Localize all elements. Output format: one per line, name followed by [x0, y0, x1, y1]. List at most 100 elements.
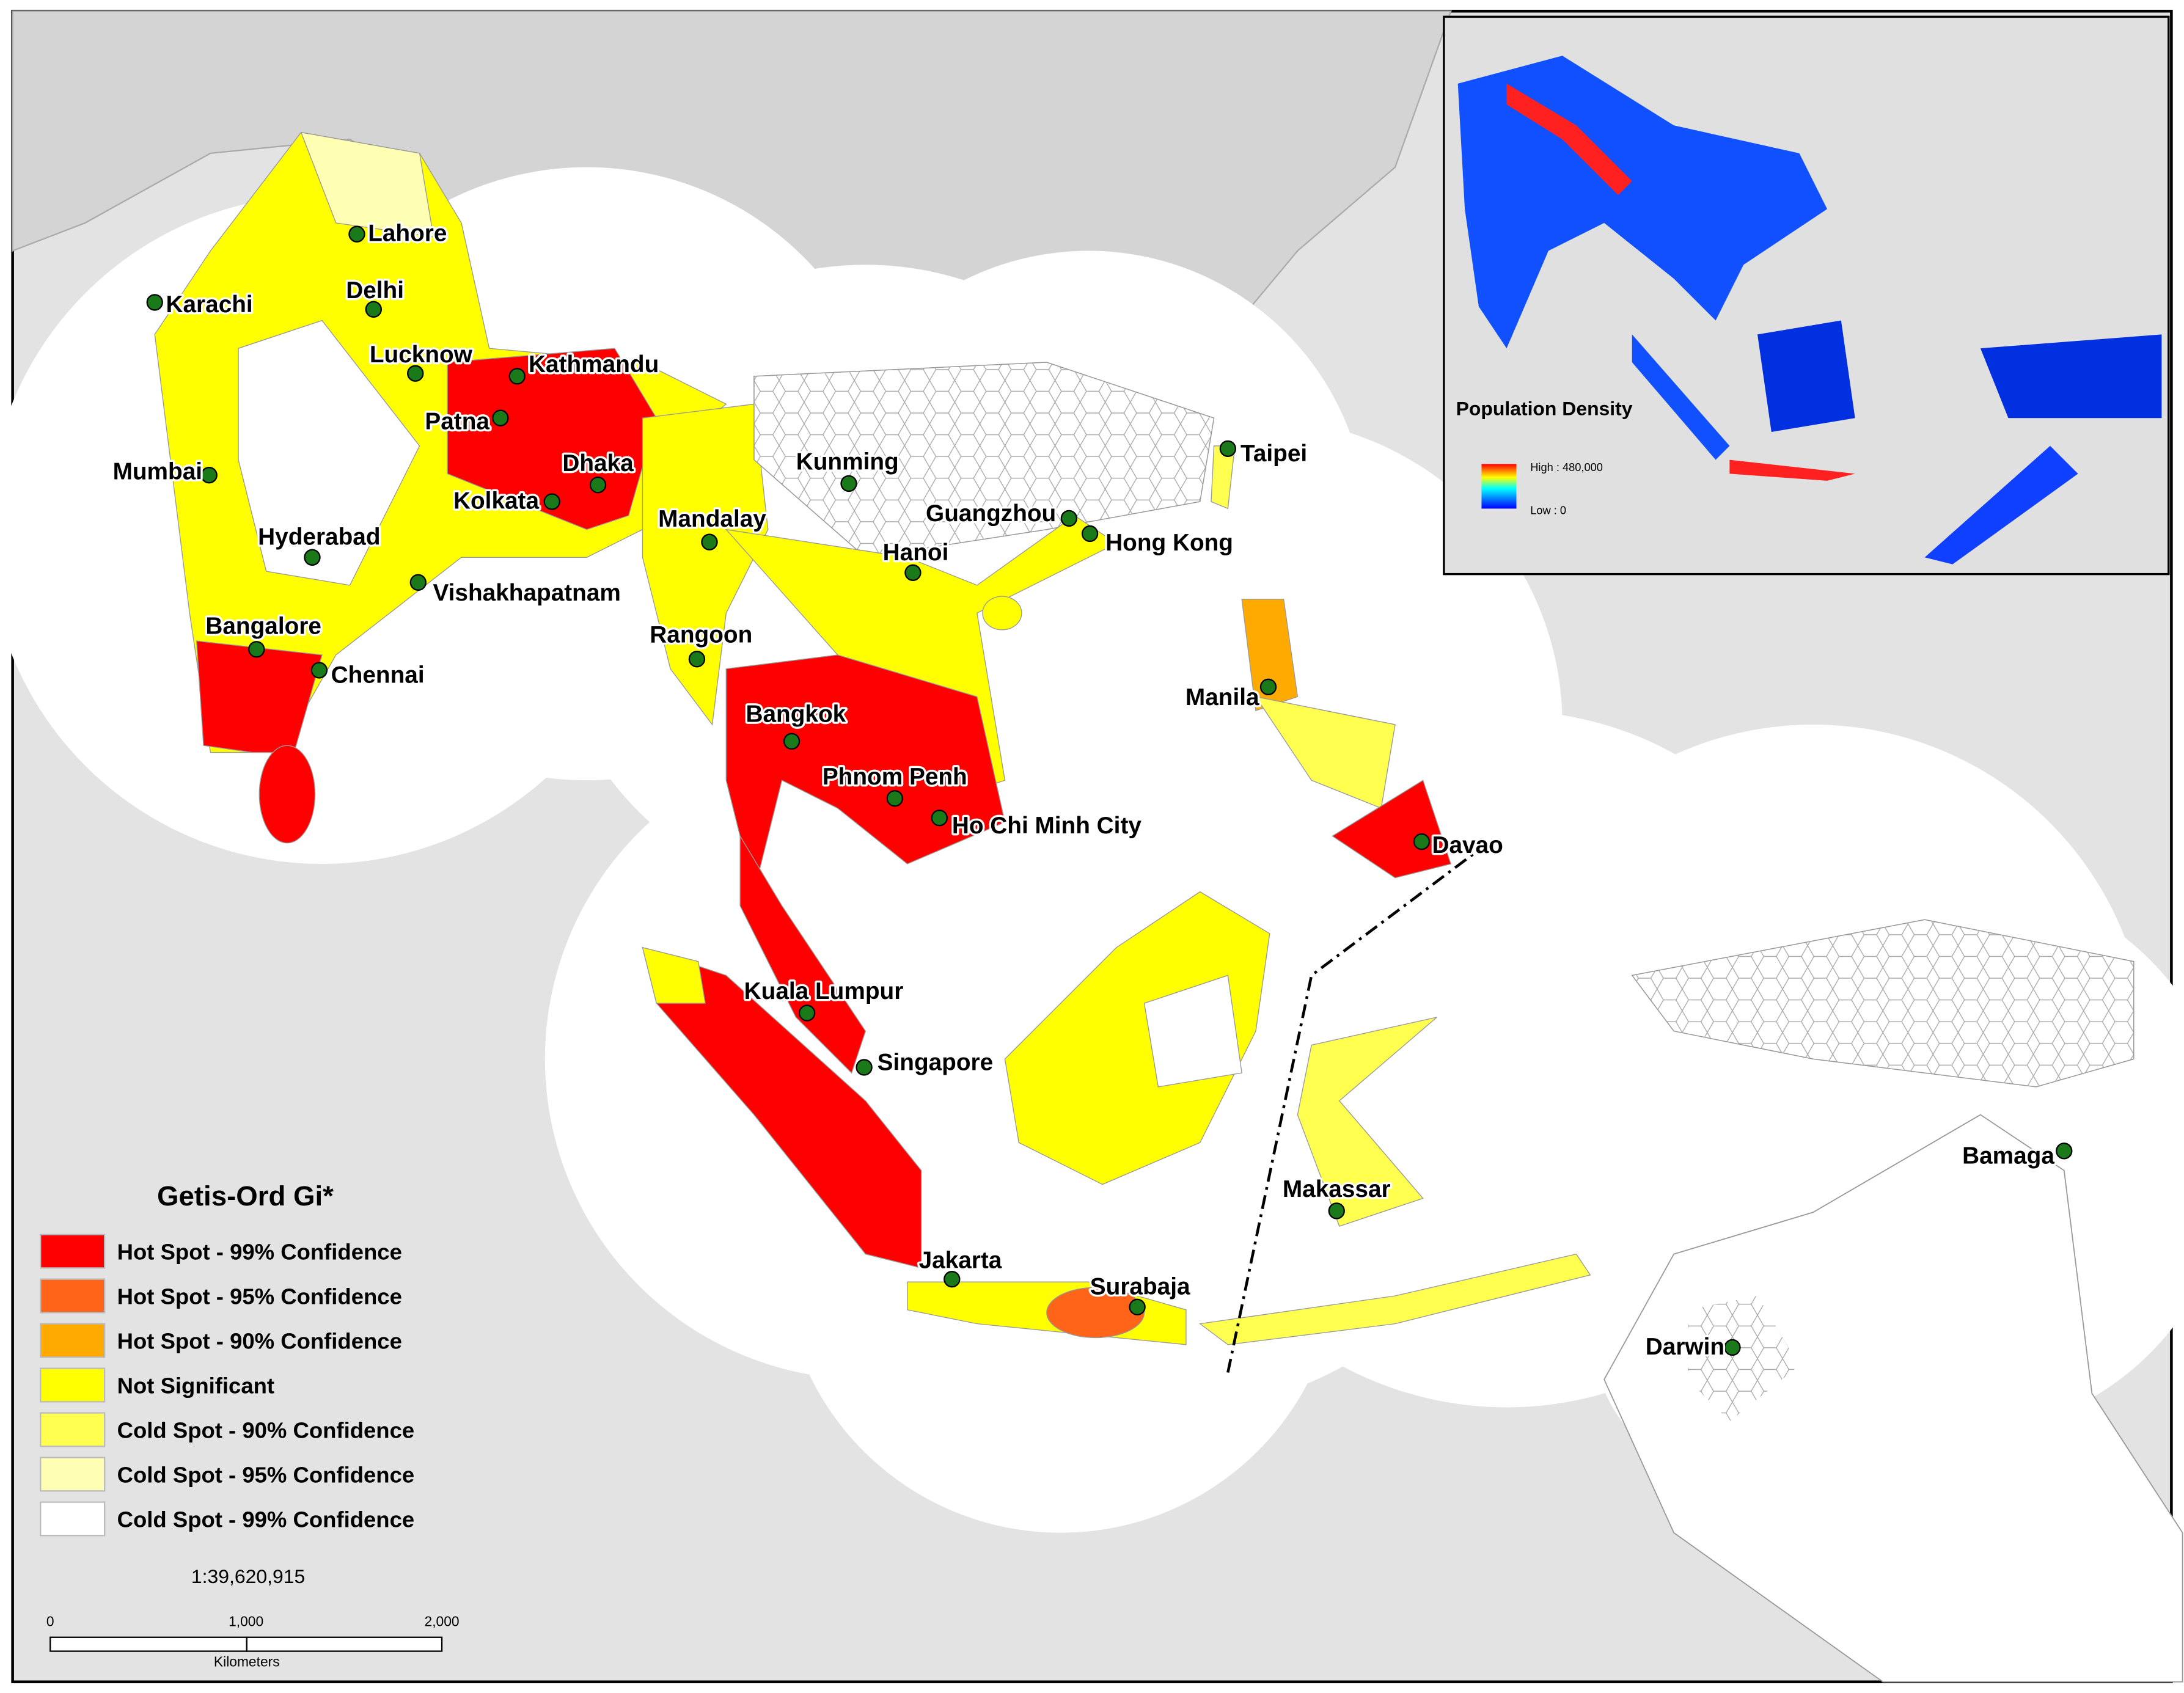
city-marker: [1081, 525, 1099, 543]
city-label: Manila: [1185, 684, 1259, 711]
inset-title: Population Density: [1456, 398, 1633, 420]
scale-tick-label: 2,000: [425, 1614, 460, 1629]
city-marker: [304, 549, 321, 566]
city-label: Surabaja: [1090, 1274, 1190, 1300]
legend-label: Cold Spot - 90% Confidence: [117, 1418, 414, 1443]
inset-density: [1632, 334, 1730, 460]
city-marker: [931, 810, 948, 827]
legend-swatch: [40, 1457, 106, 1492]
city-marker: [798, 1004, 816, 1022]
city-label: Kathmandu: [529, 351, 659, 378]
city-marker: [688, 651, 706, 668]
inset-density: [1729, 459, 1855, 481]
city-label: Dhaka: [562, 450, 634, 477]
city-marker: [310, 662, 328, 679]
city-marker: [365, 301, 383, 318]
city-label: Darwin: [1646, 1334, 1724, 1360]
city-label: Hyderabad: [258, 524, 380, 550]
city-marker: [886, 790, 903, 807]
legend-label: Hot Spot - 95% Confidence: [117, 1284, 402, 1309]
legend-swatch: [40, 1278, 106, 1314]
city-marker: [543, 493, 560, 510]
city-marker: [1328, 1202, 1345, 1219]
legend-label: Hot Spot - 99% Confidence: [117, 1240, 402, 1265]
city-marker: [783, 733, 801, 750]
city-marker: [2056, 1143, 2073, 1160]
city-marker: [1060, 510, 1078, 527]
city-marker: [348, 225, 365, 243]
city-label: Ho Chi Minh City: [952, 813, 1142, 839]
city-label: Kuala Lumpur: [744, 978, 904, 1004]
inset-high: High : 480,000: [1530, 461, 1603, 474]
inset-density: [1506, 83, 1632, 196]
city-marker: [409, 574, 427, 591]
city-label: Rangoon: [650, 621, 752, 648]
legend-label: Cold Spot - 95% Confidence: [117, 1463, 414, 1488]
city-label: Kolkata: [453, 488, 539, 514]
city-label: Mandalay: [658, 506, 766, 532]
australia: [1603, 1114, 2183, 1683]
inset: Population Density High : 480,000 Low : …: [1443, 15, 2170, 576]
scale-tick-label: 1,000: [229, 1614, 263, 1629]
city-marker: [508, 368, 526, 385]
city-marker: [407, 365, 424, 382]
legend-swatch: [40, 1234, 106, 1269]
legend-swatch: [40, 1323, 106, 1358]
scale-ratio: 1:39,620,915: [191, 1565, 305, 1587]
hex-cold: [1687, 1296, 1800, 1422]
city-label: Lucknow: [370, 342, 473, 368]
legend-label: Cold Spot - 99% Confidence: [117, 1507, 414, 1532]
city-label: Bangalore: [205, 613, 321, 640]
legend-label: Not Significant: [117, 1373, 274, 1399]
legend-swatch: [40, 1367, 106, 1403]
city-label: Vishakhapatnam: [433, 580, 620, 606]
cities: Lahore Karachi Delhi Lucknow Kathmandu Patna D…: [111, 218, 2073, 1362]
city-label: Davao: [1432, 832, 1503, 858]
inset-density: [1980, 334, 2162, 419]
scale-unit: Kilometers: [214, 1654, 280, 1670]
city-label: Guangzhou: [926, 500, 1056, 527]
city-label: Hanoi: [883, 539, 949, 566]
city-marker: [944, 1270, 961, 1288]
city-marker: [1129, 1298, 1146, 1315]
city-marker: [1724, 1339, 1741, 1356]
city-label: Phnom Penh: [823, 764, 967, 790]
city-label: Taipei: [1240, 441, 1307, 467]
city-marker: [840, 475, 857, 492]
city-marker: [856, 1059, 873, 1076]
city-label: Kunming: [796, 449, 899, 475]
city-marker: [146, 294, 163, 311]
city-label: Lahore: [368, 221, 447, 247]
city-marker: [492, 409, 509, 426]
city-label: Hong Kong: [1105, 530, 1233, 556]
city-label: Patna: [425, 408, 489, 434]
city-label: Bamaga: [1962, 1143, 2054, 1169]
legend-label: Hot Spot - 90% Confidence: [117, 1329, 402, 1354]
city-marker: [904, 564, 922, 582]
inset-ramp: [1481, 464, 1517, 509]
city-label: Mumbai: [113, 459, 202, 485]
inset-low: Low : 0: [1530, 504, 1566, 517]
city-marker: [248, 641, 265, 658]
legend-title: Getis-Ord Gi*: [157, 1180, 334, 1212]
city-marker: [589, 476, 607, 494]
scale-bar: [49, 1636, 443, 1652]
inset-density: [1757, 320, 1855, 433]
city-marker: [701, 533, 718, 550]
city-label: Jakarta: [919, 1247, 1002, 1273]
city-marker: [1259, 678, 1277, 696]
city-label: Chennai: [331, 662, 425, 689]
inset-density: [1924, 445, 2078, 565]
scale-ticks: 0 1,000 2,000: [46, 1614, 460, 1629]
city-label: Makassar: [1283, 1176, 1391, 1202]
scale-tick-label: 0: [46, 1614, 54, 1629]
legend: Hot Spot - 99% Confidence Hot Spot - 95% …: [40, 1234, 414, 1537]
city-label: Karachi: [166, 291, 253, 318]
legend-swatch: [40, 1412, 106, 1447]
city-label: Delhi: [346, 277, 404, 304]
scale-segment: [49, 1636, 247, 1652]
city-label: Bangkok: [746, 701, 846, 727]
city-label: Singapore: [878, 1050, 994, 1076]
city-marker: [200, 467, 218, 484]
